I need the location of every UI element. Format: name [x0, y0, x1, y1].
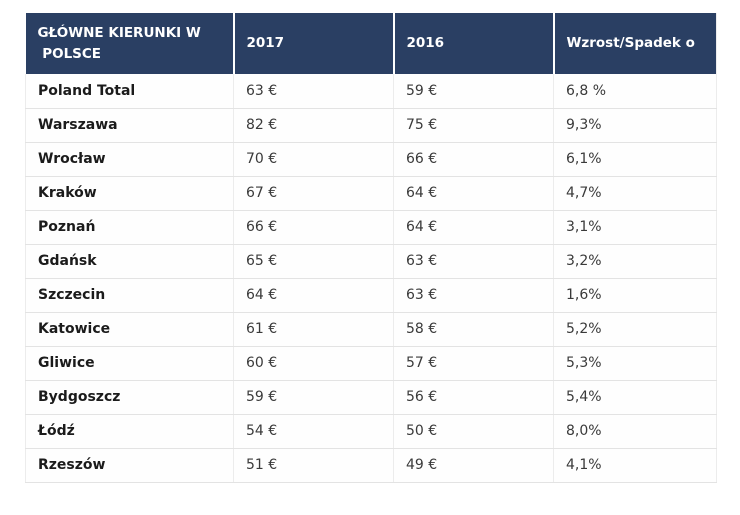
change-cell: 3,2% [553, 244, 717, 279]
poland-destinations-price-table: GŁÓWNE KIERUNKI W POLSCE 2017 2016 Wzros… [25, 13, 717, 483]
price-2016-cell: 58 € [393, 312, 554, 347]
column-header-2016-label: 2016 [406, 35, 445, 52]
price-2016-cell: 75 € [393, 108, 554, 143]
city-cell: Warszawa [25, 108, 234, 143]
city-cell: Poznań [25, 210, 234, 245]
price-2017-cell: 54 € [233, 414, 394, 449]
price-2017-cell: 64 € [233, 278, 394, 313]
price-2016-cell: 49 € [393, 448, 554, 483]
change-cell: 5,3% [553, 346, 717, 381]
table-row: Katowice 61 € 58 € 5,2% [25, 312, 717, 347]
change-cell: 9,3% [553, 108, 717, 143]
column-header-2016: 2016 [392, 13, 554, 74]
change-cell: 4,1% [553, 448, 717, 483]
city-cell: Wrocław [25, 142, 234, 177]
change-cell: 5,4% [553, 380, 717, 415]
city-cell: Gdańsk [25, 244, 234, 279]
change-cell: 8,0% [553, 414, 717, 449]
table-row: Szczecin 64 € 63 € 1,6% [25, 278, 717, 313]
city-cell: Gliwice [25, 346, 234, 381]
table-row: Warszawa 82 € 75 € 9,3% [25, 108, 717, 143]
price-2017-cell: 67 € [233, 176, 394, 211]
price-2016-cell: 56 € [393, 380, 554, 415]
price-2016-cell: 63 € [393, 244, 554, 279]
table-row: Gliwice 60 € 57 € 5,3% [25, 346, 717, 381]
price-2016-cell: 66 € [393, 142, 554, 177]
price-2017-cell: 60 € [233, 346, 394, 381]
price-2017-cell: 51 € [233, 448, 394, 483]
column-header-change: Wzrost/Spadek o [552, 13, 717, 74]
price-2016-cell: 57 € [393, 346, 554, 381]
table-row: Rzeszów 51 € 49 € 4,1% [25, 448, 717, 483]
price-2016-cell: 59 € [393, 74, 554, 109]
city-cell: Poland Total [25, 74, 234, 109]
table-header: GŁÓWNE KIERUNKI W POLSCE 2017 2016 Wzros… [25, 13, 717, 74]
price-2017-cell: 63 € [233, 74, 394, 109]
price-2016-cell: 50 € [393, 414, 554, 449]
city-cell: Bydgoszcz [25, 380, 234, 415]
price-2016-cell: 64 € [393, 210, 554, 245]
city-cell: Katowice [25, 312, 234, 347]
table-body: Poland Total 63 € 59 € 6,8 % Warszawa 82… [25, 74, 717, 483]
price-2017-cell: 59 € [233, 380, 394, 415]
price-2017-cell: 82 € [233, 108, 394, 143]
change-cell: 1,6% [553, 278, 717, 313]
price-2016-cell: 63 € [393, 278, 554, 313]
table-row: Kraków 67 € 64 € 4,7% [25, 176, 717, 211]
change-cell: 6,1% [553, 142, 717, 177]
table-row: Gdańsk 65 € 63 € 3,2% [25, 244, 717, 279]
city-cell: Szczecin [25, 278, 234, 313]
price-2017-cell: 70 € [233, 142, 394, 177]
column-header-destination-label: GŁÓWNE KIERUNKI W POLSCE [37, 24, 201, 62]
city-cell: Kraków [25, 176, 234, 211]
table-row: Poznań 66 € 64 € 3,1% [25, 210, 717, 245]
change-cell: 5,2% [553, 312, 717, 347]
column-header-destination: GŁÓWNE KIERUNKI W POLSCE [25, 13, 234, 74]
city-cell: Łódź [25, 414, 234, 449]
column-header-change-label: Wzrost/Spadek o [566, 35, 695, 52]
price-2017-cell: 61 € [233, 312, 394, 347]
price-2017-cell: 65 € [233, 244, 394, 279]
column-header-2017: 2017 [232, 13, 394, 74]
price-2017-cell: 66 € [233, 210, 394, 245]
change-cell: 4,7% [553, 176, 717, 211]
table-row: Poland Total 63 € 59 € 6,8 % [25, 74, 717, 109]
table-header-row: GŁÓWNE KIERUNKI W POLSCE 2017 2016 Wzros… [25, 13, 717, 74]
price-2016-cell: 64 € [393, 176, 554, 211]
city-cell: Rzeszów [25, 448, 234, 483]
column-header-2017-label: 2017 [246, 35, 285, 52]
change-cell: 6,8 % [553, 74, 717, 109]
table-row: Łódź 54 € 50 € 8,0% [25, 414, 717, 449]
table-row: Bydgoszcz 59 € 56 € 5,4% [25, 380, 717, 415]
table-row: Wrocław 70 € 66 € 6,1% [25, 142, 717, 177]
change-cell: 3,1% [553, 210, 717, 245]
